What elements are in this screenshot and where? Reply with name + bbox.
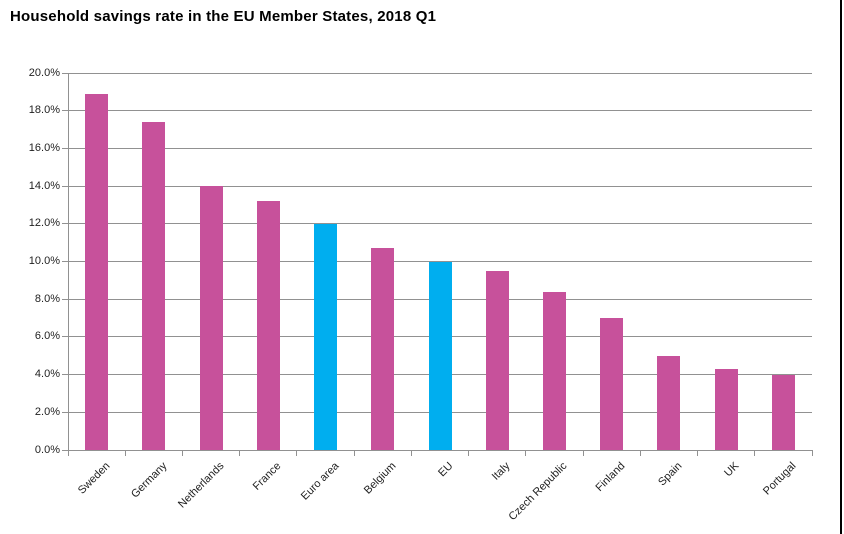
- x-axis-label: Sweden: [75, 460, 113, 497]
- y-axis-label: 16.0%: [28, 141, 60, 154]
- bar-finland: [600, 318, 624, 450]
- y-axis-label: 4.0%: [34, 368, 60, 381]
- bar-france: [256, 201, 280, 450]
- y-axis-label: 18.0%: [28, 104, 60, 117]
- gridline: [68, 110, 812, 112]
- x-axis-tick: [582, 450, 584, 456]
- y-axis-tick: [62, 185, 68, 187]
- x-axis-line: [68, 449, 812, 451]
- y-axis-tick: [62, 411, 68, 413]
- gridline: [68, 147, 812, 149]
- x-axis-tick: [811, 450, 813, 456]
- x-axis-tick: [525, 450, 527, 456]
- y-axis-line: [67, 73, 69, 456]
- y-axis-label: 10.0%: [28, 255, 60, 267]
- chart-title: Household savings rate in the EU Member …: [10, 8, 437, 25]
- x-axis-label: Spain: [656, 460, 685, 489]
- x-axis-tick: [754, 450, 756, 456]
- x-axis-tick: [639, 450, 641, 456]
- y-axis-tick: [62, 449, 68, 451]
- bar-netherlands: [199, 186, 223, 450]
- bar-czech-republic: [542, 291, 566, 450]
- y-axis-tick: [62, 336, 68, 338]
- y-axis-tick: [62, 110, 68, 112]
- y-axis-tick: [62, 147, 68, 149]
- x-axis-label: Netherlands: [176, 460, 227, 511]
- x-axis-tick: [181, 450, 183, 456]
- x-axis-label: Finland: [593, 460, 628, 494]
- x-axis-tick: [468, 450, 470, 456]
- bar-sweden: [85, 93, 109, 450]
- x-axis-label: UK: [722, 460, 742, 480]
- x-axis-label: Germany: [128, 460, 170, 501]
- bar-belgium: [371, 248, 395, 450]
- y-axis-label: 20.0%: [28, 66, 60, 79]
- gridline: [68, 185, 812, 187]
- y-axis-label: 8.0%: [34, 292, 60, 305]
- bar-uk: [714, 368, 738, 450]
- x-axis-label: Euro area: [298, 460, 342, 503]
- gridline: [68, 223, 812, 225]
- x-axis-tick: [410, 450, 412, 456]
- bar-italy: [485, 270, 509, 450]
- x-axis-label: France: [251, 460, 284, 493]
- x-axis-label: Belgium: [361, 460, 399, 497]
- x-axis-tick: [296, 450, 298, 456]
- x-axis-tick: [697, 450, 699, 456]
- y-axis-label: 12.0%: [28, 217, 60, 230]
- y-axis-tick: [62, 72, 68, 74]
- x-axis-tick: [124, 450, 126, 456]
- y-axis-tick: [62, 298, 68, 300]
- bar-portugal: [771, 374, 795, 450]
- bar-spain: [657, 355, 681, 450]
- y-axis-label: 6.0%: [34, 330, 60, 343]
- y-axis-label: 14.0%: [28, 179, 60, 192]
- y-axis-label: 2.0%: [34, 405, 60, 418]
- bar-eu: [428, 261, 452, 450]
- x-axis-label: Czech Republic: [506, 460, 570, 523]
- y-axis-tick: [62, 374, 68, 376]
- bar-germany: [142, 122, 166, 450]
- x-axis-label: Italy: [489, 460, 513, 483]
- x-axis-label: Portugal: [761, 460, 799, 498]
- x-axis-label: EU: [436, 460, 456, 480]
- x-axis-tick: [239, 450, 241, 456]
- gridline: [68, 72, 812, 74]
- y-axis-label: 0.0%: [34, 443, 60, 456]
- y-axis-tick: [62, 223, 68, 225]
- bar-euro-area: [314, 223, 338, 450]
- right-border-line: [840, 0, 842, 534]
- x-axis-tick: [353, 450, 355, 456]
- y-axis-tick: [62, 261, 68, 262]
